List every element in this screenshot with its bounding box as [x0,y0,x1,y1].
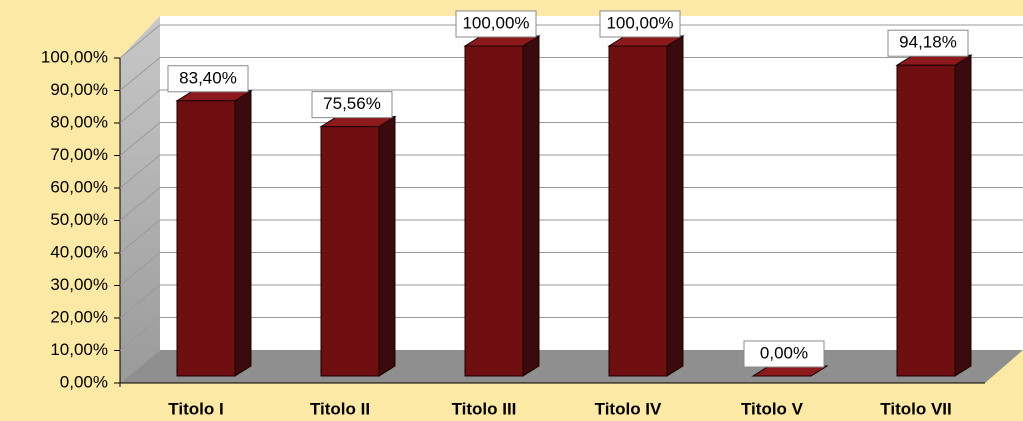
side-wall [120,16,160,383]
grid-line [119,187,1023,221]
data-label-box [311,91,393,119]
bar-front [176,100,236,377]
bar-front [608,45,668,377]
bar-front [896,64,956,377]
grid-line [119,219,1023,254]
x-tick-label: Titolo IV [595,399,662,418]
y-tick-label: 90,00% [50,80,108,99]
data-label-box [599,10,681,38]
bar [895,54,973,377]
bar [751,365,829,377]
bar-front [464,45,524,377]
data-label: 100,00% [462,13,529,32]
y-tick-label: 10,00% [50,340,108,359]
data-label-box [743,340,825,368]
bar [175,89,253,377]
data-label-box [455,10,537,38]
x-tick-label: Titolo II [310,399,370,418]
y-tick-label: 100,00% [41,47,108,66]
y-tick-label: 60,00% [50,177,108,196]
floor [120,350,1023,383]
y-tick-label: 20,00% [50,307,108,326]
bar-side [666,35,684,377]
x-tick-label: Titolo V [741,399,804,418]
grid-line [119,284,1023,319]
grid-line [119,154,1023,189]
data-label: 94,18% [899,33,957,52]
x-tick-label: Titolo III [452,399,517,418]
bar [463,35,541,377]
bar-side [522,35,540,377]
data-label: 0,00% [760,343,808,362]
y-tick-label: 40,00% [50,242,108,261]
grid-line [119,252,1023,286]
bar [319,115,397,377]
data-label-box [887,29,969,57]
x-tick-label: Titolo VII [880,399,951,418]
y-tick-label: 50,00% [50,210,108,229]
y-tick-label: 0,00% [60,372,108,391]
grid-line [119,57,1023,91]
data-label: 83,40% [179,68,237,87]
data-label: 75,56% [323,94,381,113]
back-wall [160,16,1023,350]
data-label-box [167,65,249,93]
bar-side [954,54,972,377]
y-tick-label: 70,00% [50,145,108,164]
grid-line [119,24,1023,59]
grid-line [119,317,1023,351]
bar [607,35,685,377]
x-tick-label: Titolo I [168,399,223,418]
grid-line [119,122,1023,156]
bar-front [320,126,380,377]
bar-side [378,115,396,377]
bar-side [234,89,252,377]
grid-line [119,89,1023,124]
y-tick-label: 30,00% [50,275,108,294]
data-label: 100,00% [606,13,673,32]
y-tick-label: 80,00% [50,112,108,131]
